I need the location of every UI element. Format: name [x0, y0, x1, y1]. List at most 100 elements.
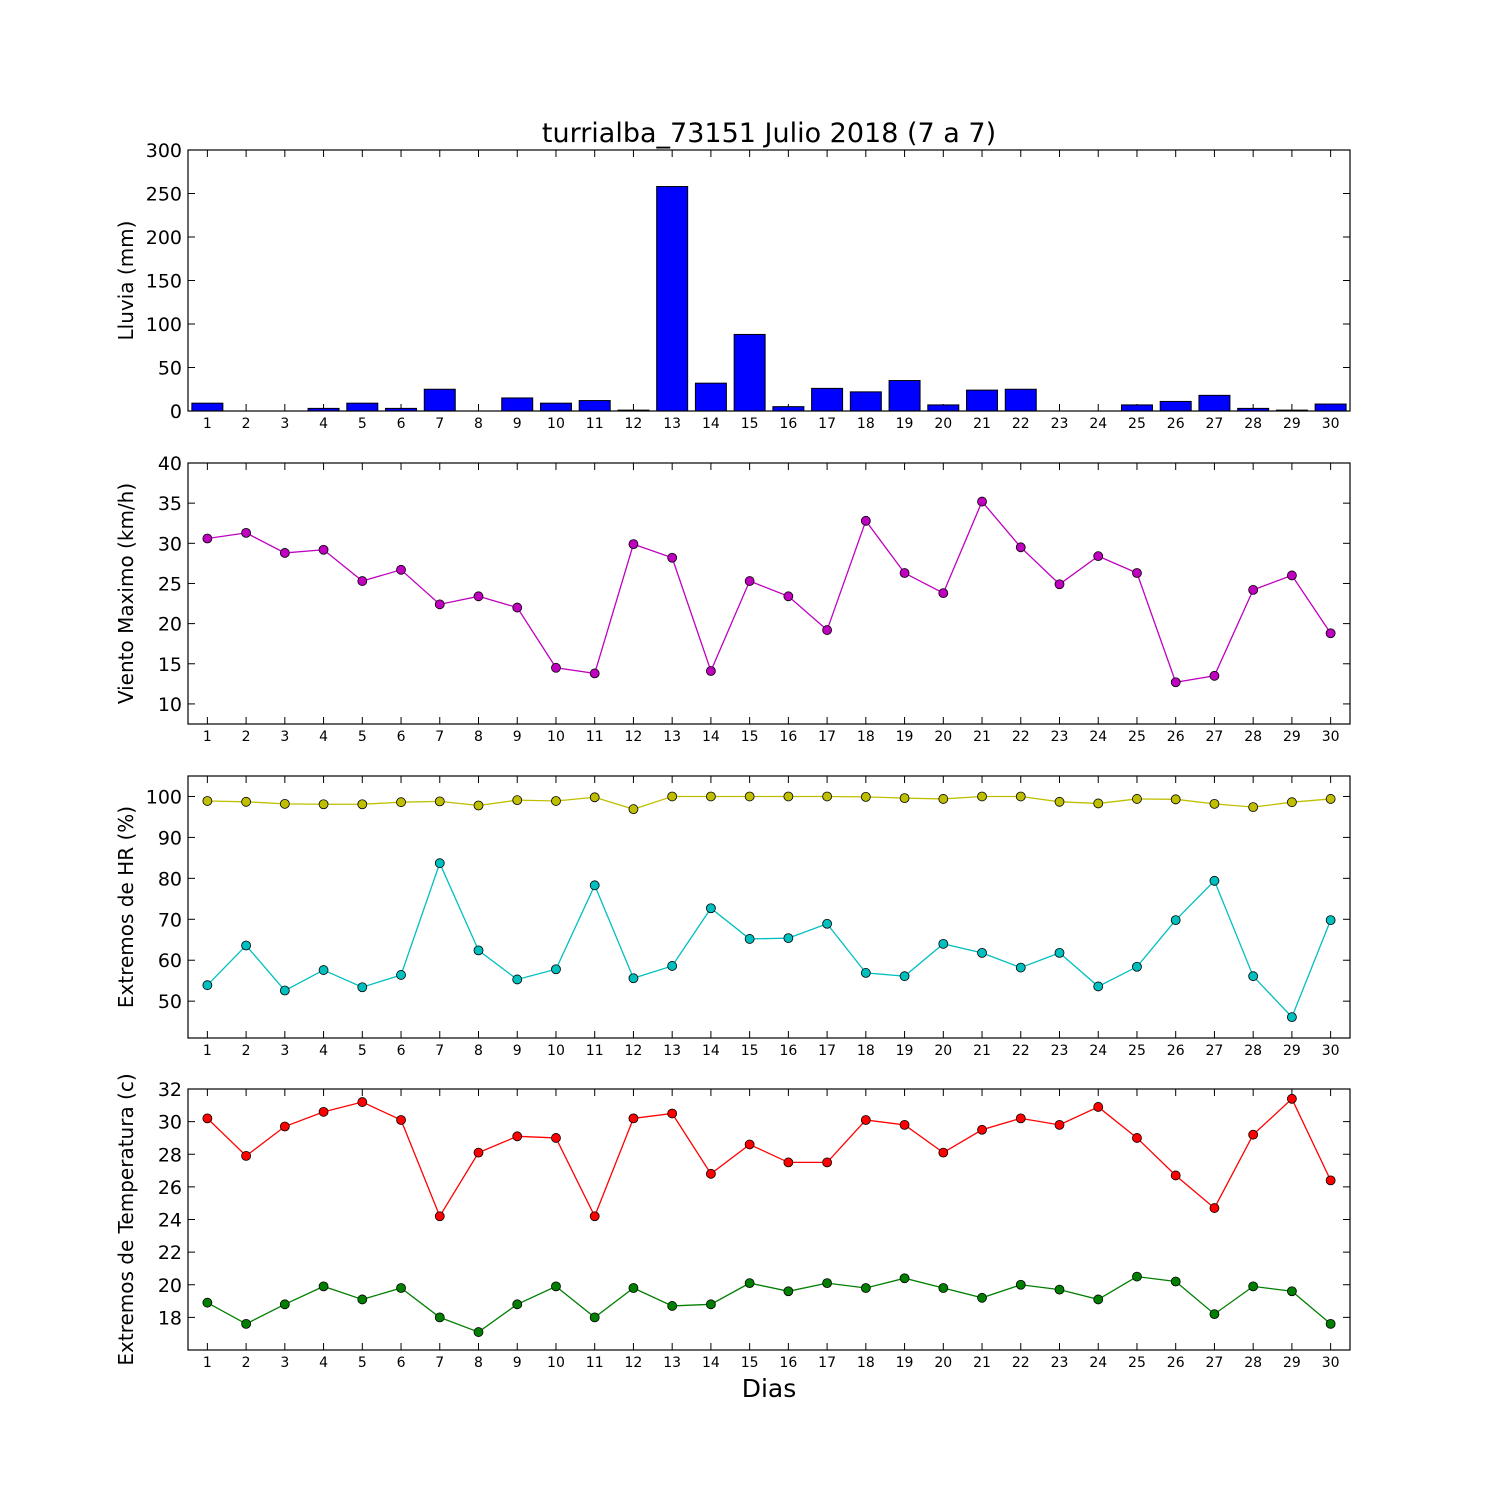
data-point [1248, 971, 1259, 982]
x-tick-label: 22 [1012, 416, 1030, 432]
data-point [202, 533, 213, 544]
x-tick-label: 29 [1283, 729, 1301, 745]
data-point [357, 576, 368, 586]
plot-frame [187, 462, 1351, 725]
data-point [783, 1157, 794, 1168]
data-point [1015, 1279, 1026, 1290]
data-point [1015, 791, 1026, 802]
series-line [206, 861, 1332, 1019]
data-point [1248, 802, 1259, 813]
bar [501, 397, 534, 412]
y-tick-label: 40 [158, 453, 182, 475]
x-tick-label: 10 [547, 416, 565, 432]
x-tick-label: 17 [818, 729, 836, 745]
y-tick-label: 250 [146, 184, 182, 206]
x-tick-label: 23 [1051, 416, 1069, 432]
data-point [434, 858, 445, 869]
data-point [1015, 962, 1026, 973]
x-tick-label: 3 [280, 416, 289, 432]
x-tick-label: 2 [242, 416, 251, 432]
data-point [318, 799, 329, 810]
data-point [744, 1278, 755, 1289]
data-point [241, 940, 252, 951]
x-tick-label: 23 [1051, 1043, 1069, 1059]
data-point [434, 599, 445, 610]
data-point [1054, 1284, 1065, 1295]
data-point [938, 1283, 949, 1293]
data-point [706, 903, 716, 914]
x-tick-label: 1 [203, 729, 212, 745]
x-tick-label: 5 [358, 416, 367, 432]
x-tick-label: 27 [1206, 1043, 1224, 1059]
series-line [207, 500, 1332, 683]
data-point [1248, 1281, 1259, 1292]
x-tick-label: 21 [973, 416, 991, 432]
x-tick-label: 18 [857, 729, 875, 745]
bar [733, 333, 766, 412]
x-tick-label: 12 [625, 416, 643, 432]
data-point [202, 796, 213, 806]
data-point [396, 1115, 406, 1125]
x-tick-label: 13 [663, 1043, 681, 1059]
data-point [667, 1108, 678, 1119]
data-point [318, 1281, 329, 1292]
y-tick-label: 200 [146, 227, 182, 249]
x-tick-label: 11 [586, 1355, 604, 1371]
data-point [706, 666, 716, 676]
data-point [706, 1168, 716, 1179]
data-point [1287, 1093, 1297, 1104]
data-point [1132, 961, 1142, 972]
x-tick-label: 21 [973, 1043, 991, 1059]
x-tick-label: 18 [857, 1043, 875, 1059]
x-tick-label: 16 [779, 416, 797, 432]
x-tick-label: 20 [934, 416, 952, 432]
y-tick-label: 24 [158, 1210, 182, 1232]
data-point [1132, 794, 1142, 804]
y-tick-label: 0 [170, 401, 182, 423]
y-tick-label: 100 [146, 314, 182, 336]
y-tick-label: 26 [158, 1177, 182, 1199]
x-tick-label: 14 [702, 416, 720, 432]
x-tick-label: 7 [435, 1355, 444, 1371]
x-tick-label: 13 [663, 1355, 681, 1371]
data-point [938, 938, 949, 949]
bar [1198, 394, 1231, 412]
y-tick-label: 300 [146, 140, 182, 162]
x-tick-label: 11 [586, 1043, 604, 1059]
data-point [318, 544, 329, 555]
data-point [628, 1283, 639, 1293]
x-tick-label: 24 [1089, 416, 1107, 432]
x-tick-label: 29 [1283, 416, 1301, 432]
data-point [860, 515, 871, 526]
data-point [1132, 1271, 1142, 1282]
x-tick-label: 5 [358, 729, 367, 745]
y-tick-label: 15 [158, 654, 182, 676]
x-tick-label: 8 [474, 416, 483, 432]
data-point [279, 548, 290, 558]
data-point [1054, 1119, 1065, 1130]
data-point [473, 800, 484, 811]
x-tick-label: 2 [242, 729, 251, 745]
data-point [822, 1157, 832, 1168]
data-point [938, 588, 949, 598]
y-tick-label: 150 [146, 271, 182, 293]
data-point [899, 1119, 910, 1130]
x-tick-label: 9 [513, 1355, 522, 1371]
y-tick-label: 80 [158, 868, 182, 890]
data-point [396, 1283, 406, 1293]
x-tick-label: 19 [896, 1355, 914, 1371]
x-tick-label: 3 [280, 1355, 289, 1371]
x-tick-label: 11 [586, 416, 604, 432]
data-point [1015, 542, 1026, 553]
x-tick-label: 24 [1089, 1355, 1107, 1371]
data-point [977, 1124, 987, 1135]
data-point [860, 1115, 871, 1125]
x-tick-label: 30 [1322, 1355, 1340, 1371]
data-point [589, 1312, 600, 1323]
x-tick-label: 4 [319, 416, 328, 432]
x-tick-label: 26 [1167, 729, 1185, 745]
data-point [434, 1312, 445, 1323]
data-point [589, 1211, 600, 1222]
data-point [1325, 1175, 1336, 1186]
